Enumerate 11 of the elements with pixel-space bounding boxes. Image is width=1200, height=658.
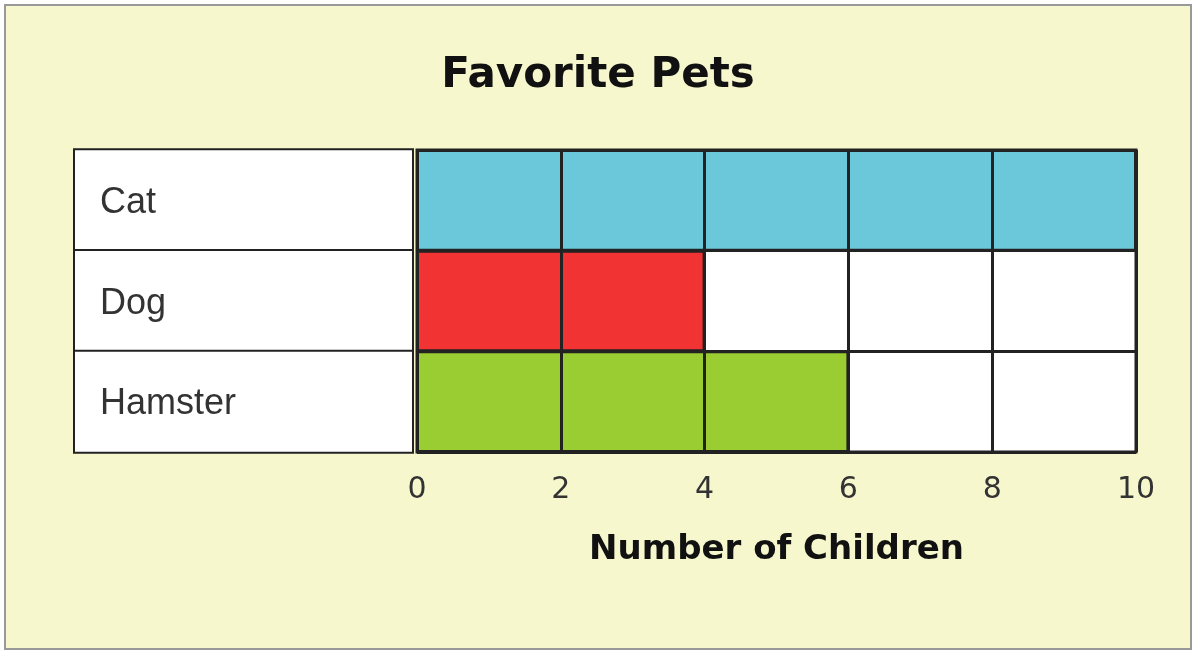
x-tick-label: 2 xyxy=(551,469,571,505)
x-tick-label: 0 xyxy=(407,469,427,505)
x-axis-title: Number of Children xyxy=(589,527,964,567)
x-tick-label: 6 xyxy=(838,469,858,505)
y-tick-label: Cat xyxy=(100,179,157,221)
x-tick-label: 10 xyxy=(1116,469,1156,505)
y-tick-label: Dog xyxy=(100,280,167,322)
y-tick-label: Hamster xyxy=(100,381,237,423)
chart-title: Favorite Pets xyxy=(441,47,755,97)
x-tick-label: 8 xyxy=(982,469,1002,505)
x-tick-label: 4 xyxy=(695,469,715,505)
